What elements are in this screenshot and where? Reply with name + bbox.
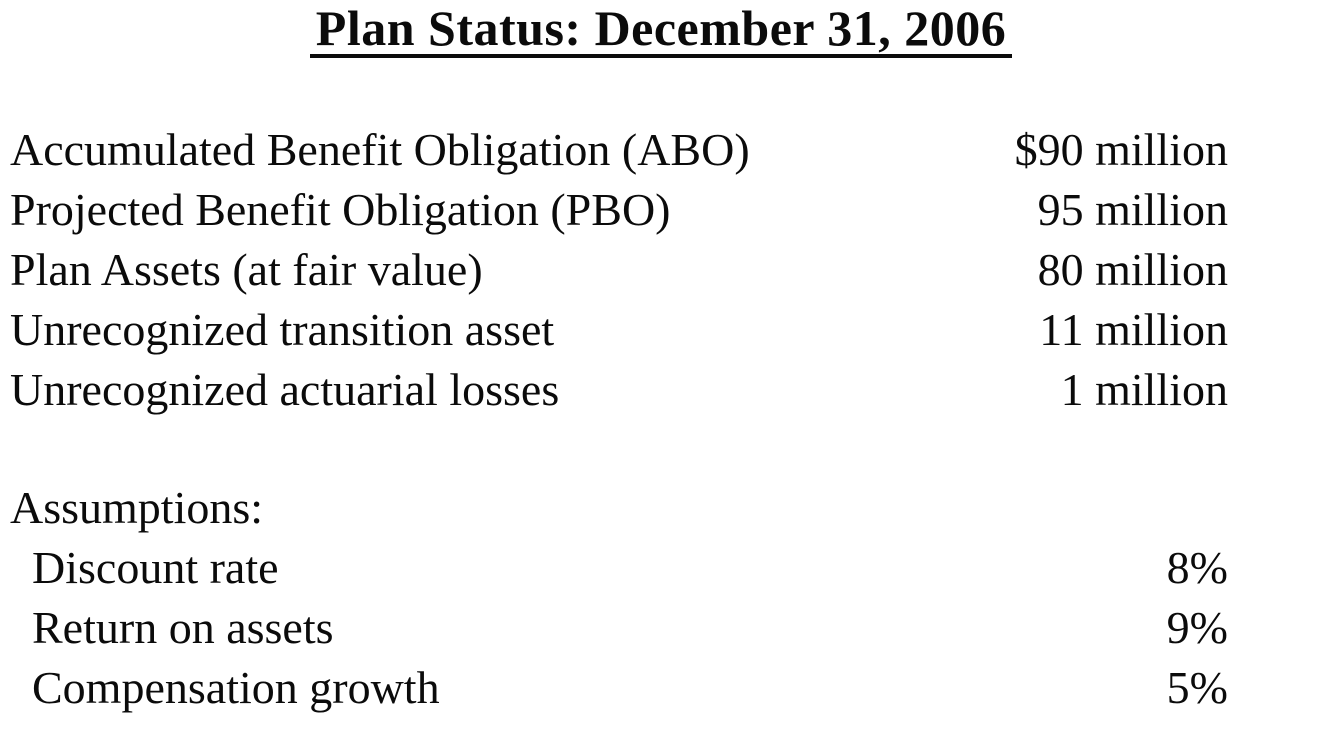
item-label: Unrecognized actuarial losses [10,364,560,415]
table-row: Unrecognized actuarial losses 1 million [0,360,1322,420]
item-value: 80 million [1037,244,1228,295]
table-row: Accumulated Benefit Obligation (ABO) $90… [0,120,1322,180]
item-value: 95 million [1037,184,1228,235]
table-row: Projected Benefit Obligation (PBO) 95 mi… [0,180,1322,240]
page-title: Plan Status: December 31, 2006 [309,3,1013,58]
title-container: Plan Status: December 31, 2006 [0,0,1322,58]
table-row: Unrecognized transition asset 11 million [0,300,1322,360]
assumption-label: Discount rate [32,542,279,593]
item-value: 1 million [1060,364,1228,415]
item-label: Accumulated Benefit Obligation (ABO) [10,124,750,175]
assumptions-section: Assumptions: Discount rate 8% Return on … [0,478,1322,718]
assumption-value: 5% [1166,662,1228,713]
assumption-value: 9% [1166,602,1228,653]
assumption-value: 8% [1166,542,1228,593]
table-row: Compensation growth 5% [0,658,1322,718]
item-label: Plan Assets (at fair value) [10,244,483,295]
item-value: $90 million [1014,124,1228,175]
table-row: Discount rate 8% [0,538,1322,598]
item-label: Projected Benefit Obligation (PBO) [10,184,671,235]
assumption-label: Return on assets [32,602,334,653]
plan-items-table: Accumulated Benefit Obligation (ABO) $90… [0,120,1322,420]
table-row: Return on assets 9% [0,598,1322,658]
item-label: Unrecognized transition asset [10,304,555,355]
assumption-label: Compensation growth [32,662,440,713]
assumptions-heading: Assumptions: [10,482,264,533]
table-row: Plan Assets (at fair value) 80 million [0,240,1322,300]
item-value: 11 million [1039,304,1228,355]
